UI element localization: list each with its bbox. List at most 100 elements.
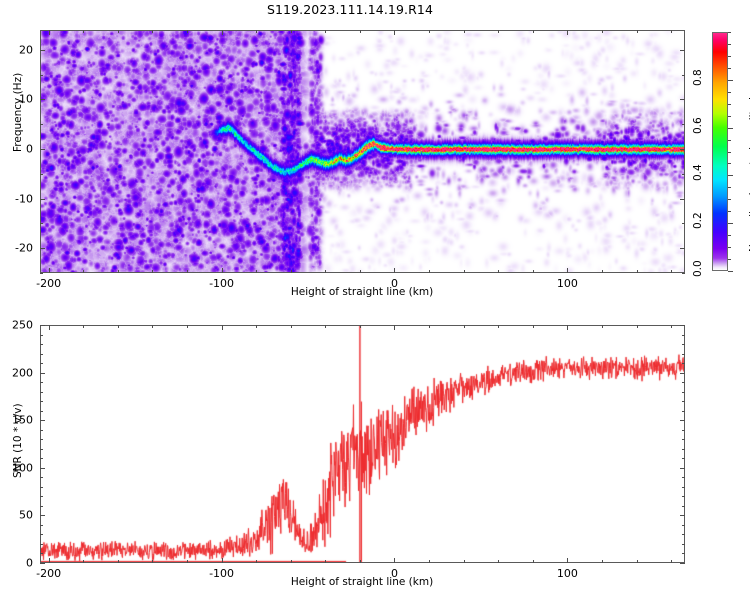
y-tick xyxy=(40,344,43,345)
x-tick-top xyxy=(118,325,119,328)
y-tick-right xyxy=(682,223,685,224)
y-tick-right xyxy=(680,325,685,326)
x-tick-top xyxy=(83,325,84,328)
x-tick-top xyxy=(256,30,257,33)
colorbar-tick xyxy=(728,32,731,33)
y-tick xyxy=(40,325,45,326)
colorbar-tick xyxy=(728,187,731,188)
colorbar-tick xyxy=(728,271,733,272)
snr-yaxis-label: SNR (10 * v/v) xyxy=(12,403,24,478)
x-tick xyxy=(394,268,395,273)
x-tick xyxy=(567,268,568,273)
x-tick xyxy=(671,270,672,273)
x-tick-top xyxy=(394,325,395,330)
x-tick xyxy=(567,558,568,563)
x-tick xyxy=(498,560,499,563)
colorbar-tick-label: 0.8 xyxy=(692,69,704,86)
x-tick xyxy=(222,268,223,273)
colorbar-tick xyxy=(728,259,731,260)
colorbar-tick xyxy=(728,247,731,248)
colorbar-tick-label: 0.2 xyxy=(692,212,704,230)
colorbar-tick xyxy=(728,116,731,117)
x-tick xyxy=(83,270,84,273)
y-tick-label: -10 xyxy=(15,192,33,206)
x-tick-label: -100 xyxy=(209,567,235,580)
y-tick-right xyxy=(682,363,685,364)
x-tick xyxy=(187,560,188,563)
y-tick-right xyxy=(682,174,685,175)
y-tick-right xyxy=(680,468,685,469)
x-tick-top xyxy=(187,30,188,33)
colorbar-gradient xyxy=(712,32,728,271)
x-tick-label: -200 xyxy=(36,567,62,580)
y-tick-right xyxy=(680,199,685,200)
colorbar-tick xyxy=(728,140,731,141)
y-tick xyxy=(40,382,43,383)
colorbar-tick-label: 0.4 xyxy=(692,164,704,182)
colorbar-tick xyxy=(728,104,731,105)
x-tick-top xyxy=(49,30,50,35)
x-tick-top xyxy=(637,325,638,328)
y-tick xyxy=(40,335,43,336)
x-tick-top xyxy=(222,30,223,35)
y-tick xyxy=(40,544,43,545)
x-tick-label: 100 xyxy=(556,277,578,290)
x-tick-top xyxy=(83,30,84,33)
x-tick xyxy=(498,270,499,273)
x-tick xyxy=(291,560,292,563)
y-tick-right xyxy=(682,534,685,535)
y-tick xyxy=(40,477,43,478)
x-tick-top xyxy=(152,325,153,328)
x-tick xyxy=(83,560,84,563)
x-tick xyxy=(464,560,465,563)
y-tick xyxy=(40,248,45,249)
y-tick-right xyxy=(682,344,685,345)
x-tick xyxy=(49,268,50,273)
y-tick xyxy=(40,149,45,150)
y-tick xyxy=(40,199,45,200)
y-tick-right xyxy=(682,335,685,336)
x-tick-top xyxy=(671,325,672,328)
snr-plot-area xyxy=(41,326,684,562)
spectrogram-xaxis-label: Height of straight line (km) xyxy=(290,286,434,298)
y-tick xyxy=(40,373,45,374)
x-tick-top xyxy=(567,325,568,330)
y-tick xyxy=(40,525,43,526)
y-tick xyxy=(40,487,43,488)
y-tick-right xyxy=(680,515,685,516)
y-tick-right xyxy=(680,373,685,374)
x-tick-top xyxy=(533,325,534,328)
colorbar-tick xyxy=(728,163,731,164)
x-tick-label: 0 xyxy=(390,567,398,580)
x-tick-top xyxy=(671,30,672,33)
x-tick xyxy=(429,270,430,273)
y-tick-right xyxy=(682,487,685,488)
y-tick-right xyxy=(682,439,685,440)
colorbar-tick-label: 0.6 xyxy=(692,116,704,134)
y-tick-right xyxy=(680,420,685,421)
colorbar-tick xyxy=(728,175,733,176)
colorbar-tick xyxy=(728,56,731,57)
colorbar-tick-label: 0.0 xyxy=(692,260,704,277)
y-tick xyxy=(40,496,43,497)
y-tick xyxy=(40,439,43,440)
y-tick-right xyxy=(682,477,685,478)
x-tick-top xyxy=(602,30,603,33)
x-tick-top xyxy=(325,325,326,328)
x-tick-top xyxy=(222,325,223,330)
colorbar-tick xyxy=(728,235,731,236)
x-tick xyxy=(291,270,292,273)
x-tick-top xyxy=(602,325,603,328)
y-tick-right xyxy=(680,50,685,51)
y-tick-right xyxy=(680,99,685,100)
x-tick-top xyxy=(429,325,430,328)
x-tick-top xyxy=(394,30,395,35)
y-tick-label: 0 xyxy=(26,556,33,570)
colorbar-tick xyxy=(728,80,733,81)
x-tick-top xyxy=(429,30,430,33)
y-tick xyxy=(40,430,43,431)
y-tick xyxy=(40,563,45,564)
colorbar-tick xyxy=(728,223,733,224)
y-tick xyxy=(40,99,45,100)
y-tick-right xyxy=(682,496,685,497)
